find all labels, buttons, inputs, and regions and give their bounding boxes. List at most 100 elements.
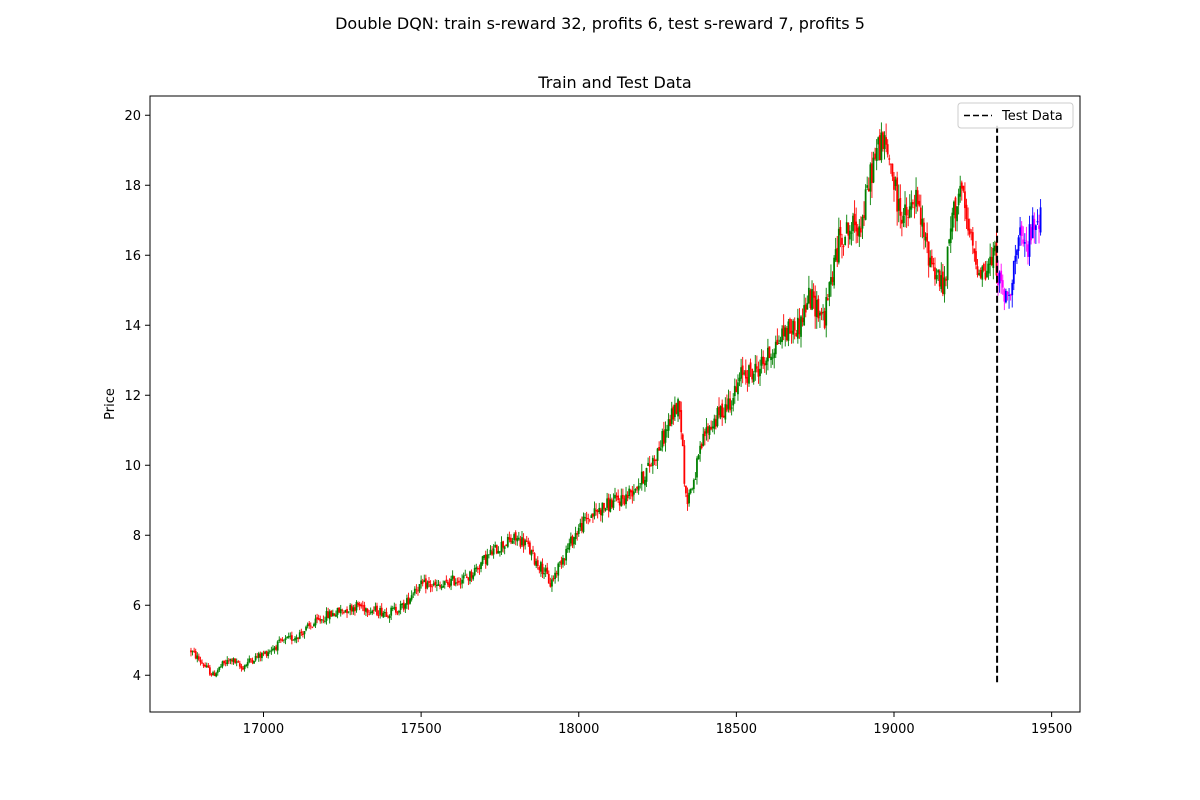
candle-body [275,646,278,650]
candle-body [599,509,602,516]
candle-body [1036,221,1039,223]
chart-title: Train and Test Data [537,73,691,92]
candle-body [301,633,304,635]
candle-body [349,604,352,611]
candle-body [790,330,793,334]
candle-body [708,426,711,435]
candle-body [336,607,339,615]
candle-body [1000,270,1003,282]
candle-body [443,581,446,586]
candle-body [803,305,806,326]
candle-body [445,579,448,582]
candle-body [814,295,817,317]
candle-body [442,585,445,588]
candle-body [926,233,929,242]
candle-body [331,612,334,617]
candle-body [205,665,208,667]
candle-body [424,578,427,589]
candle-body [489,549,492,555]
candle-body [607,497,610,511]
candle-body [554,572,557,579]
candle-body [1022,239,1025,244]
candle-body [347,611,350,613]
candle-body [309,625,312,627]
candle-body [1011,282,1014,296]
candle-body [778,343,780,344]
candle-body [374,606,377,611]
candle-body [484,554,487,564]
candle-body [213,672,216,677]
candle-body [822,312,824,313]
candle-body [284,638,287,641]
candle-body [369,612,372,614]
candle-body [377,615,380,616]
candle-body [923,222,925,238]
candle-body [571,536,574,546]
candle-body [798,318,801,335]
candle-body [987,263,990,274]
candle-body [711,426,714,429]
candle-body [883,135,886,150]
candle-body [595,509,597,512]
y-tick-label: 10 [124,459,141,474]
candle-body [404,604,407,609]
candle-body [1028,224,1031,257]
candle-body [935,275,938,280]
candle-body [651,457,654,466]
y-tick-label: 18 [124,179,141,194]
candle-body [536,560,539,566]
candle-body [289,635,292,637]
candle-body [686,494,689,505]
candle-body [372,610,375,611]
candle-body [913,207,916,209]
candle-body [431,586,434,588]
candle-body [191,651,194,652]
candle-body [796,317,799,339]
candle-body [949,228,952,244]
candle-body [1006,291,1009,295]
candle-body [774,341,777,355]
candle-body [700,444,703,449]
candle-body [398,610,400,613]
candle-body [669,419,672,426]
candle-body [839,226,842,236]
candle-body [724,404,727,420]
candle-body [240,666,243,669]
candle-body [268,651,271,653]
candle-body [423,579,426,583]
candle-body [472,575,475,580]
candle-body [516,538,519,542]
candle-body [992,248,995,269]
candle-body [1027,244,1029,257]
candle-body [763,363,766,366]
candle-body [450,578,452,586]
candle-body [826,298,829,301]
candle-body [380,607,383,616]
candle-body [784,327,787,337]
candle-body [254,655,257,661]
candle-body [615,495,618,498]
candle-body [681,434,684,447]
candle-body [434,581,437,585]
candle-body [508,537,511,540]
candle-body [267,652,270,656]
candle-body [924,236,927,241]
candle-body [410,595,413,600]
candle-body [220,666,222,668]
candle-body [678,401,681,412]
candle-body [732,398,735,406]
candle-body [912,202,914,205]
candle-body [837,228,840,263]
candle-body [352,607,355,612]
candle-body [825,297,828,326]
y-axis-label: Price [103,388,118,420]
candle-body [1038,225,1040,229]
candle-body [710,426,713,430]
candle-body [779,339,782,343]
y-tick-label: 14 [124,319,141,334]
candle-body [330,610,333,617]
candle-body [478,568,481,570]
candle-body [1012,260,1015,284]
candle-body [800,316,802,337]
candle-body [729,398,731,411]
